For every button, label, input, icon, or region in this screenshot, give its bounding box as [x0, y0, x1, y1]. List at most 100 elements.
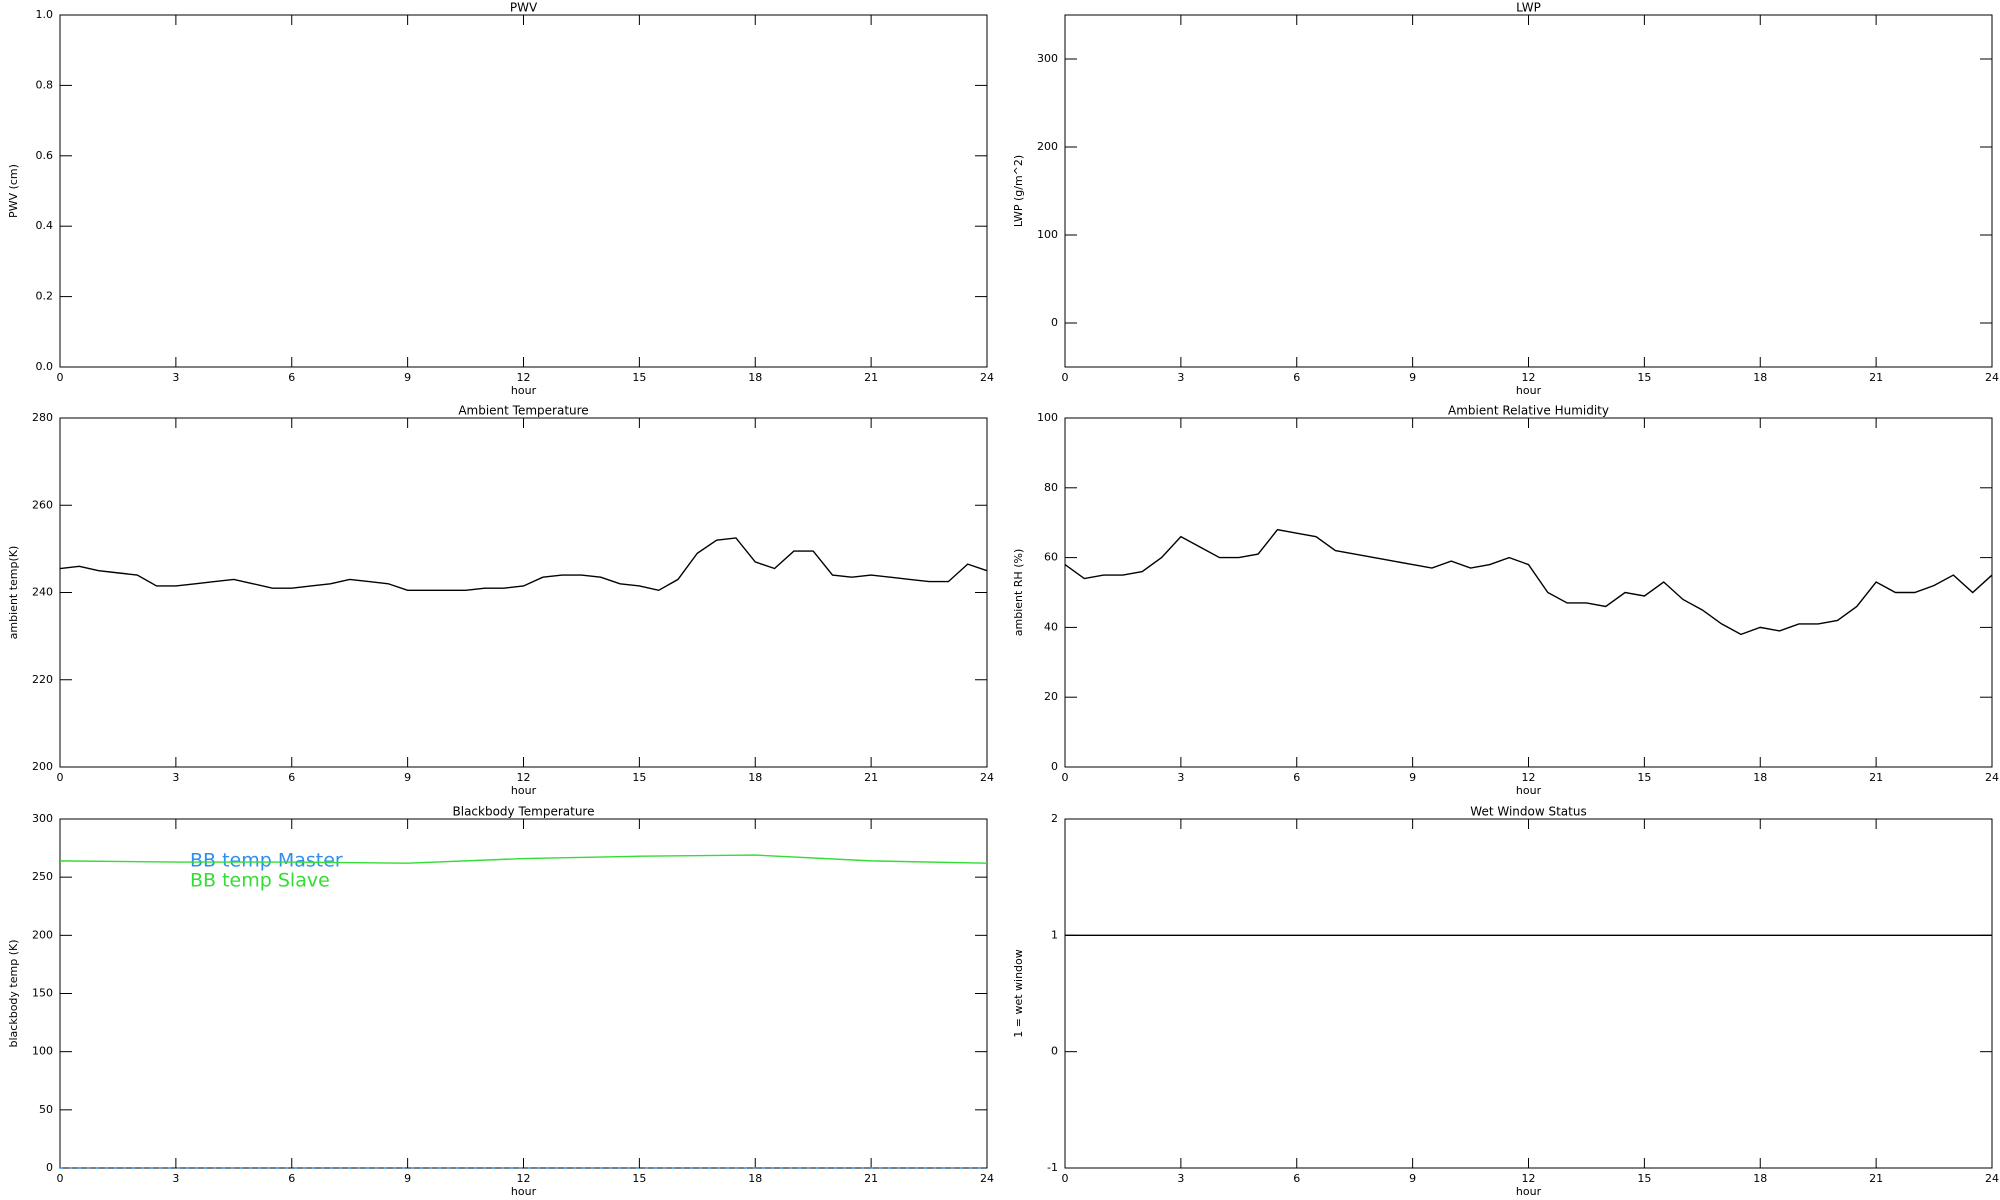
x-tick-label: 0 — [1062, 1172, 1069, 1185]
y-tick-label: 280 — [32, 411, 53, 424]
y-tick-label: 1 — [1051, 928, 1058, 941]
x-tick-label: 3 — [172, 771, 179, 784]
y-tick-label: 200 — [1037, 140, 1058, 153]
series-line — [59, 537, 988, 592]
x-axis-label: hour — [1516, 784, 1542, 797]
x-tick-label: 24 — [980, 371, 994, 384]
x-tick-label: 15 — [632, 1172, 646, 1185]
legend-entry: BB temp Master — [190, 850, 343, 872]
panel: Ambient Temperature hour ambient temp(K) 0 3… — [7, 404, 994, 798]
y-tick-label: 200 — [32, 760, 53, 773]
x-tick-label: 24 — [1985, 771, 1999, 784]
y-tick-label: 0 — [46, 1161, 53, 1174]
x-tick-label: 0 — [57, 1172, 64, 1185]
y-tick-label: 60 — [1044, 551, 1058, 564]
y-axis-label: blackbody temp (K) — [7, 940, 20, 1048]
x-axis-label: hour — [1516, 1185, 1542, 1198]
x-tick-label: 21 — [864, 771, 878, 784]
x-tick-label: 6 — [288, 771, 295, 784]
x-tick-label: 3 — [172, 371, 179, 384]
y-tick-label: 40 — [1044, 620, 1058, 633]
plot-frame — [1064, 818, 1993, 1169]
x-tick-label: 0 — [57, 771, 64, 784]
x-tick-label: 15 — [632, 371, 646, 384]
x-tick-label: 21 — [1869, 371, 1883, 384]
x-tick-label: 9 — [1409, 371, 1416, 384]
panel: PWV hour PWV (cm) 0 3 6 9 12 15 18 21 24 0.0 0.2 0.4 0.… — [7, 1, 994, 398]
panel: LWP hour LWP (g/m^2) 0 3 6 9 12 15 18 21 24 0 100 200 3… — [1012, 1, 1999, 398]
x-tick-label: 9 — [404, 1172, 411, 1185]
y-tick-label: 50 — [39, 1103, 53, 1116]
x-tick-label: 24 — [980, 771, 994, 784]
panel: Blackbody Temperature hour blackbody temp … — [7, 805, 994, 1199]
plot-frame — [1064, 14, 1993, 368]
x-tick-label: 12 — [1522, 371, 1536, 384]
y-tick-label: 300 — [1037, 52, 1058, 65]
x-axis-label: hour — [511, 784, 537, 797]
y-tick-label: 250 — [32, 870, 53, 883]
x-tick-label: 15 — [1637, 1172, 1651, 1185]
x-tick-label: 24 — [1985, 1172, 1999, 1185]
x-tick-label: 12 — [1522, 771, 1536, 784]
y-tick-label: 2 — [1051, 812, 1058, 825]
x-tick-label: 6 — [1293, 1172, 1300, 1185]
x-tick-label: 0 — [1062, 771, 1069, 784]
y-tick-label: 0.6 — [36, 149, 54, 162]
x-tick-label: 6 — [1293, 371, 1300, 384]
x-tick-label: 9 — [404, 771, 411, 784]
x-tick-label: 9 — [404, 371, 411, 384]
panel-title: Blackbody Temperature — [453, 805, 595, 819]
panel-title: Ambient Relative Humidity — [1448, 404, 1609, 418]
plot-frame — [59, 417, 988, 768]
x-tick-label: 18 — [748, 371, 762, 384]
series-line — [59, 854, 988, 864]
y-tick-label: 0.8 — [36, 78, 54, 91]
x-tick-label: 6 — [288, 1172, 295, 1185]
x-tick-label: 21 — [1869, 771, 1883, 784]
y-tick-label: 80 — [1044, 481, 1058, 494]
x-tick-label: 0 — [57, 371, 64, 384]
panel-title: Wet Window Status — [1470, 805, 1586, 819]
x-tick-label: 12 — [517, 1172, 531, 1185]
x-tick-label: 6 — [288, 371, 295, 384]
x-tick-label: 12 — [517, 771, 531, 784]
y-tick-label: 0 — [1051, 760, 1058, 773]
x-tick-label: 12 — [517, 371, 531, 384]
y-axis-label: ambient temp(K) — [7, 546, 20, 640]
y-tick-label: 0.0 — [36, 360, 54, 373]
x-tick-label: 18 — [1753, 771, 1767, 784]
y-axis-label: 1 = wet window — [1012, 949, 1025, 1038]
y-tick-label: 100 — [1037, 411, 1058, 424]
y-tick-label: 1.0 — [36, 8, 54, 21]
x-tick-label: 9 — [1409, 1172, 1416, 1185]
panel: Ambient Relative Humidity hour ambient RH … — [1012, 404, 1999, 798]
panel-title: PWV — [510, 1, 538, 15]
plot-frame — [59, 14, 988, 368]
x-axis-label: hour — [511, 1185, 537, 1198]
x-axis-label: hour — [511, 384, 537, 397]
x-tick-label: 18 — [748, 1172, 762, 1185]
y-tick-label: 100 — [1037, 228, 1058, 241]
x-tick-label: 3 — [1177, 771, 1184, 784]
legend-entry: BB temp Slave — [190, 870, 330, 892]
y-tick-label: 100 — [32, 1045, 53, 1058]
y-tick-label: 200 — [32, 928, 53, 941]
y-axis-label: PWV (cm) — [7, 164, 20, 218]
x-tick-label: 24 — [1985, 371, 1999, 384]
series-line — [1064, 528, 1993, 636]
x-tick-label: 18 — [748, 771, 762, 784]
y-tick-label: 0 — [1051, 316, 1058, 329]
panel-title: Ambient Temperature — [458, 404, 588, 418]
x-tick-label: 21 — [1869, 1172, 1883, 1185]
y-tick-label: 260 — [32, 498, 53, 511]
x-tick-label: 15 — [1637, 371, 1651, 384]
y-axis-label: ambient RH (%) — [1012, 549, 1025, 637]
y-tick-label: 20 — [1044, 690, 1058, 703]
y-tick-label: 0.4 — [36, 219, 54, 232]
y-tick-label: 220 — [32, 673, 53, 686]
y-tick-label: 150 — [32, 987, 53, 1000]
x-tick-label: 18 — [1753, 1172, 1767, 1185]
plot-frame — [1064, 417, 1993, 768]
